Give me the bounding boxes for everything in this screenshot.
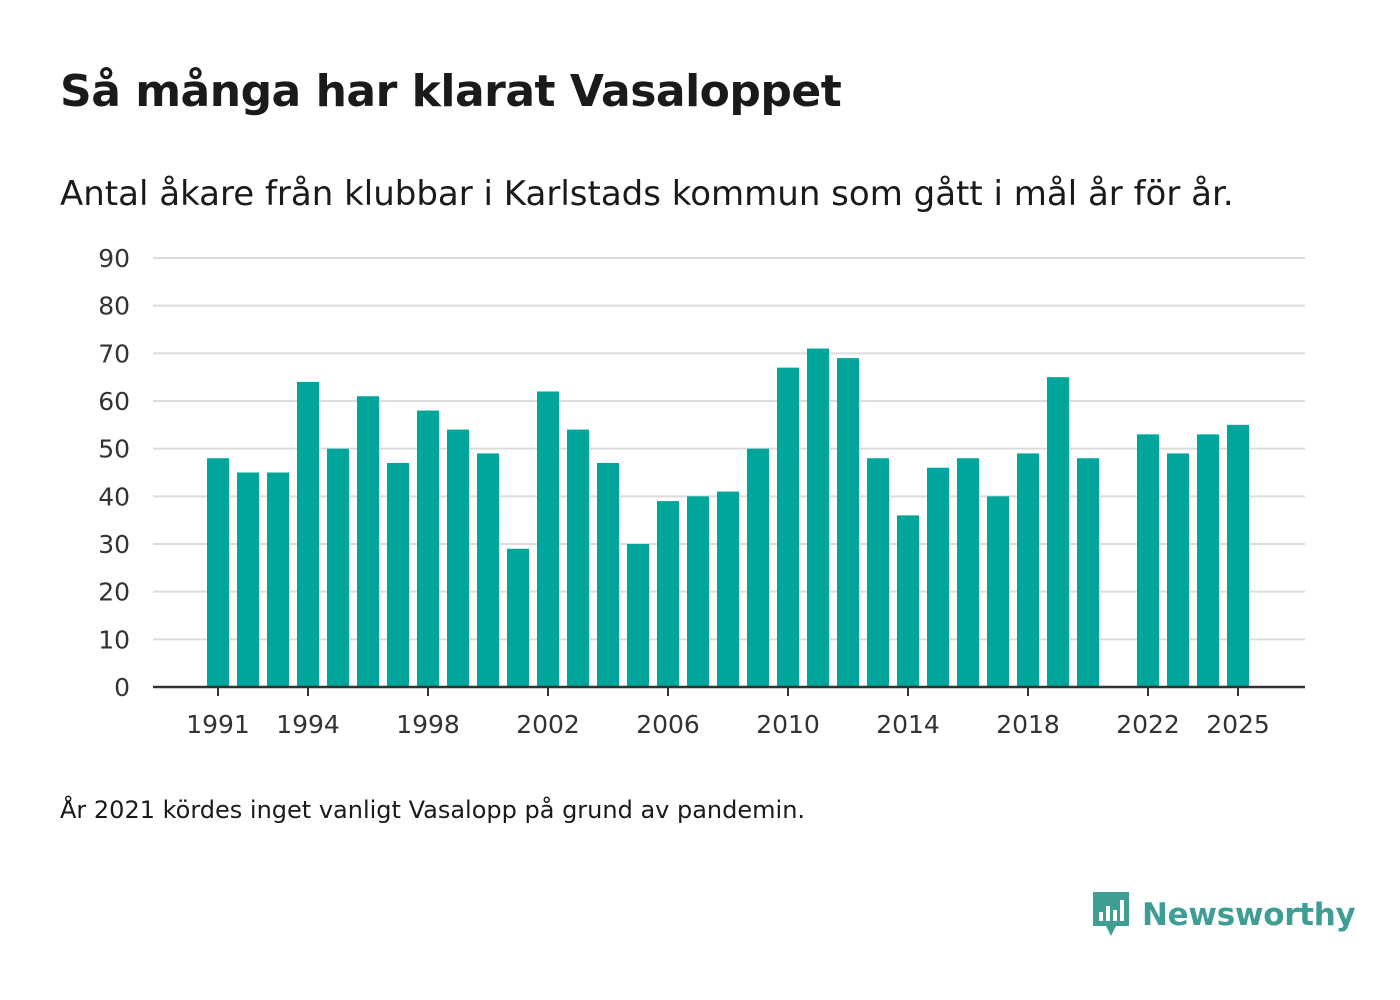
bars	[207, 348, 1249, 687]
y-tick-label: 70	[98, 339, 130, 368]
bar-2004	[597, 462, 619, 687]
bar-2014	[897, 515, 919, 687]
bar-1997	[387, 462, 409, 687]
y-tick-label: 50	[98, 435, 130, 464]
bar-2018	[1017, 453, 1039, 687]
x-tick-label: 2002	[516, 710, 580, 739]
newsworthy-logo-icon	[1093, 892, 1129, 936]
bar-2015	[927, 467, 949, 687]
bar-1996	[357, 396, 379, 687]
y-tick-label: 90	[98, 244, 130, 273]
y-tick-label: 40	[98, 482, 130, 511]
y-tick-label: 80	[98, 292, 130, 321]
bar-2007	[687, 496, 709, 687]
bar-1999	[447, 429, 469, 687]
x-tick-label: 2006	[636, 710, 700, 739]
bar-2012	[837, 358, 859, 687]
y-tick-label: 60	[98, 387, 130, 416]
x-tick-label: 1994	[276, 710, 340, 739]
bar-1992	[237, 472, 259, 687]
bar-2011	[807, 348, 829, 687]
bar-2019	[1047, 377, 1069, 687]
bar-2000	[477, 453, 499, 687]
x-tick-label: 2025	[1206, 710, 1270, 739]
y-tick-label: 20	[98, 578, 130, 607]
brand-logo: Newsworthy	[1090, 890, 1356, 940]
axes: 0 10 20 30 40 50 60 70 80 90 1991 1994 1998 2002 2006 2…	[98, 244, 1305, 739]
bar-2022	[1137, 434, 1159, 687]
y-tick-label: 10	[98, 625, 130, 654]
bar-2013	[867, 458, 889, 687]
bar-1993	[267, 472, 289, 687]
bar-2006	[657, 501, 679, 687]
x-tick-label: 2022	[1116, 710, 1180, 739]
bar-2025	[1227, 424, 1249, 687]
chart-subtitle: Antal åkare från klubbar i Karlstads kom…	[60, 174, 1234, 214]
bar-2009	[747, 448, 769, 687]
bar-2016	[957, 458, 979, 687]
x-tick-label: 1998	[396, 710, 460, 739]
brand-name: Newsworthy	[1142, 897, 1356, 933]
bar-2003	[567, 429, 589, 687]
bar-2002	[537, 391, 559, 687]
bar-1991	[207, 458, 229, 687]
x-tick-label: 2014	[876, 710, 940, 739]
bar-1998	[417, 410, 439, 687]
bar-2001	[507, 548, 529, 687]
bar-2008	[717, 491, 739, 687]
bar-2005	[627, 544, 649, 687]
bar-1995	[327, 448, 349, 687]
bar-2010	[777, 367, 799, 687]
y-tick-label: 30	[98, 530, 130, 559]
y-tick-label: 0	[114, 673, 130, 702]
bar-2023	[1167, 453, 1189, 687]
footnote: År 2021 kördes inget vanligt Vasalopp på…	[60, 796, 806, 824]
x-tick-label: 1991	[186, 710, 250, 739]
x-tick-label: 2010	[756, 710, 820, 739]
x-tick-label: 2018	[996, 710, 1060, 739]
bar-1994	[297, 381, 319, 687]
chart-title: Så många har klarat Vasaloppet	[60, 66, 842, 117]
bar-2017	[987, 496, 1009, 687]
bar-2020	[1077, 458, 1099, 687]
bar-2024	[1197, 434, 1219, 687]
